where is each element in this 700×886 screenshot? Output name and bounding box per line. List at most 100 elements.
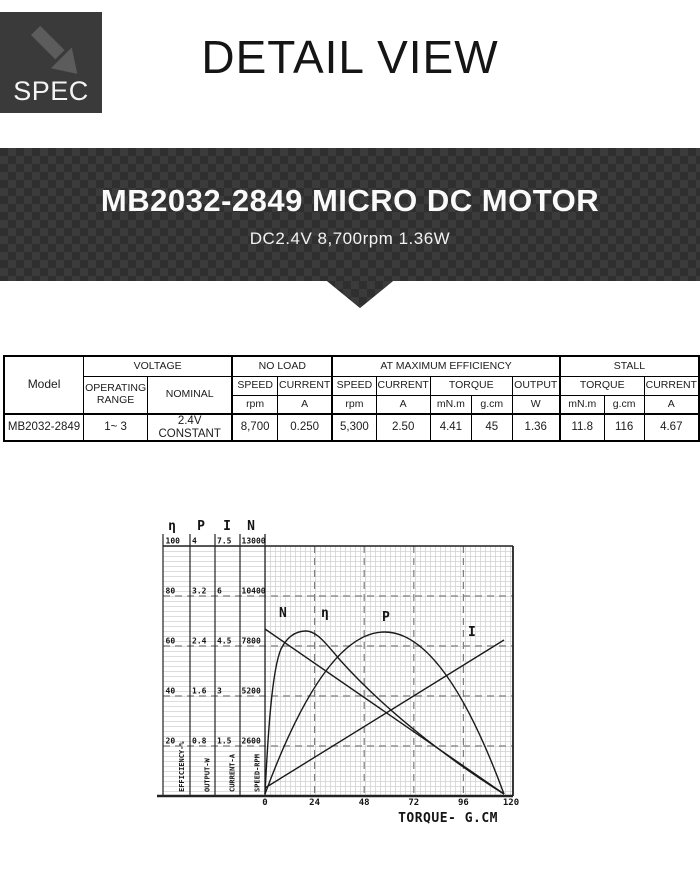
table-row: MB2032-2849 1~ 3 2.4V CONSTANT 8,700 0.2… (3, 412, 700, 442)
cell-nominal: 2.4V CONSTANT (147, 412, 233, 442)
tick-label: 120 (503, 798, 519, 808)
cell-maxeff-current: 2.50 (375, 412, 431, 442)
output-axis-label: OUTPUT-W (204, 757, 212, 792)
unit-a: A (276, 395, 333, 415)
cell-noload-speed: 8,700 (231, 412, 278, 442)
tick-label: 60 (166, 637, 176, 646)
tick-label: 80 (166, 587, 176, 596)
major-gridlines (163, 546, 513, 796)
cell-maxeff-torque-gcm: 45 (470, 412, 513, 442)
tick-label: 13000 (242, 537, 266, 546)
axis-frame (157, 534, 514, 798)
unit-a: A (643, 395, 700, 415)
tick-label: 7800 (242, 637, 261, 646)
y-axis-unit-labels: EFFICIENCY-% OUTPUT-W CURRENT-A SPEED-RP… (178, 741, 262, 792)
header-noload-group: NO LOAD (231, 355, 333, 377)
eta-ticks: 100 80 60 40 20 (166, 537, 181, 746)
product-title: MB2032-2849 MICRO DC MOTOR (100, 182, 600, 218)
tick-label: 4 (192, 537, 197, 546)
cell-stall-torque-gcm: 116 (603, 412, 645, 442)
page-title: DETAIL VIEW (201, 31, 499, 83)
tick-label: 72 (408, 798, 419, 808)
tick-label: 7.5 (217, 537, 232, 546)
fine-grid (163, 546, 513, 796)
header-maxeff-speed: SPEED (331, 376, 377, 396)
tick-label: 5200 (242, 687, 261, 696)
tick-label: 0 (262, 798, 267, 808)
tick-label: 10400 (242, 587, 266, 596)
efficiency-axis-label: EFFICIENCY-% (178, 741, 186, 792)
header-noload-current: CURRENT (276, 376, 333, 396)
header-model: Model (3, 355, 85, 415)
cell-model: MB2032-2849 (3, 412, 85, 442)
tick-label: 4.5 (217, 637, 232, 646)
tick-label: 3 (217, 687, 222, 696)
x-ticks: 0 24 48 72 96 120 (262, 798, 519, 808)
header-maxeff-group: AT MAXIMUM EFFICIENCY (331, 355, 561, 377)
current-curve-I (264, 639, 505, 789)
header-stall-torque: TORQUE (558, 376, 645, 396)
tick-label: 6 (217, 587, 222, 596)
cell-maxeff-torque-mnm: 4.41 (429, 412, 472, 442)
efficiency-curve-eta (264, 630, 505, 795)
unit-mnm: mN.m (429, 395, 472, 415)
n-axis-symbol: N (247, 519, 255, 534)
tick-label: 100 (166, 537, 181, 546)
cell-operating-range: 1~ 3 (83, 412, 149, 442)
curve-label-P: P (382, 610, 390, 625)
product-subtitle: DC2.4V 8,700rpm 1.36W (249, 228, 451, 248)
performance-chart: η P I N 100 80 60 40 20 4 3.2 2.4 1.6 0.… (157, 519, 519, 826)
header-voltage-group: VOLTAGE (83, 355, 233, 377)
tick-label: 40 (166, 687, 176, 696)
p-ticks: 4 3.2 2.4 1.6 0.8 (192, 537, 207, 746)
product-banner: MB2032-2849 MICRO DC MOTOR DC2.4V 8,700r… (0, 148, 700, 281)
header-maxeff-current: CURRENT (375, 376, 431, 396)
header-stall-group: STALL (558, 355, 700, 377)
speed-axis-label: SPEED-RPM (254, 754, 262, 792)
tick-label: 0.8 (192, 737, 207, 746)
tick-label: 2600 (242, 737, 261, 746)
tick-label: 24 (309, 798, 320, 808)
p-axis-symbol: P (197, 519, 205, 534)
tick-label: 48 (359, 798, 370, 808)
cell-stall-current: 4.67 (643, 412, 700, 442)
unit-gcm: g.cm (470, 395, 513, 415)
diagonal-arrow-icon (31, 25, 78, 74)
spec-table: Model VOLTAGE NO LOAD AT MAXIMUM EFFICIE… (3, 355, 700, 443)
current-axis-label: CURRENT-A (229, 753, 237, 792)
n-ticks: 13000 10400 7800 5200 2600 (242, 537, 266, 746)
header-maxeff-torque: TORQUE (429, 376, 513, 396)
header-stall-current: CURRENT (643, 376, 700, 396)
curve-labels: N η P I (279, 606, 476, 640)
header-noload-speed: SPEED (231, 376, 278, 396)
i-ticks: 7.5 6 4.5 3 1.5 (217, 537, 232, 746)
eta-axis-symbol: η (168, 519, 176, 534)
unit-mnm: mN.m (558, 395, 605, 415)
header-operating-range: OPERATING RANGE (83, 376, 149, 415)
spec-badge-label: SPEC (13, 76, 89, 106)
tick-label: 96 (458, 798, 469, 808)
tick-label: 2.4 (192, 637, 207, 646)
banner-pointer-triangle (327, 281, 393, 308)
tick-label: 20 (166, 737, 176, 746)
curve-label-eta: η (321, 606, 329, 621)
tick-label: 3.2 (192, 587, 207, 596)
unit-w: W (511, 395, 561, 415)
spec-badge: SPEC (0, 12, 102, 113)
cell-maxeff-speed: 5,300 (331, 412, 377, 442)
cell-stall-torque-mnm: 11.8 (558, 412, 605, 442)
power-curve-P (264, 631, 505, 795)
tick-label: 1.6 (192, 687, 207, 696)
tick-label: 1.5 (217, 737, 232, 746)
x-axis-title: TORQUE- G.CM (398, 811, 498, 826)
header-nominal: NOMINAL (147, 376, 233, 415)
curves (264, 628, 505, 795)
i-axis-symbol: I (223, 519, 231, 534)
curve-label-I: I (468, 625, 476, 640)
unit-rpm: rpm (331, 395, 377, 415)
unit-rpm: rpm (231, 395, 278, 415)
header-output: OUTPUT (511, 376, 561, 396)
speed-curve-N (264, 628, 505, 795)
curve-label-N: N (279, 606, 287, 621)
unit-gcm: g.cm (603, 395, 645, 415)
